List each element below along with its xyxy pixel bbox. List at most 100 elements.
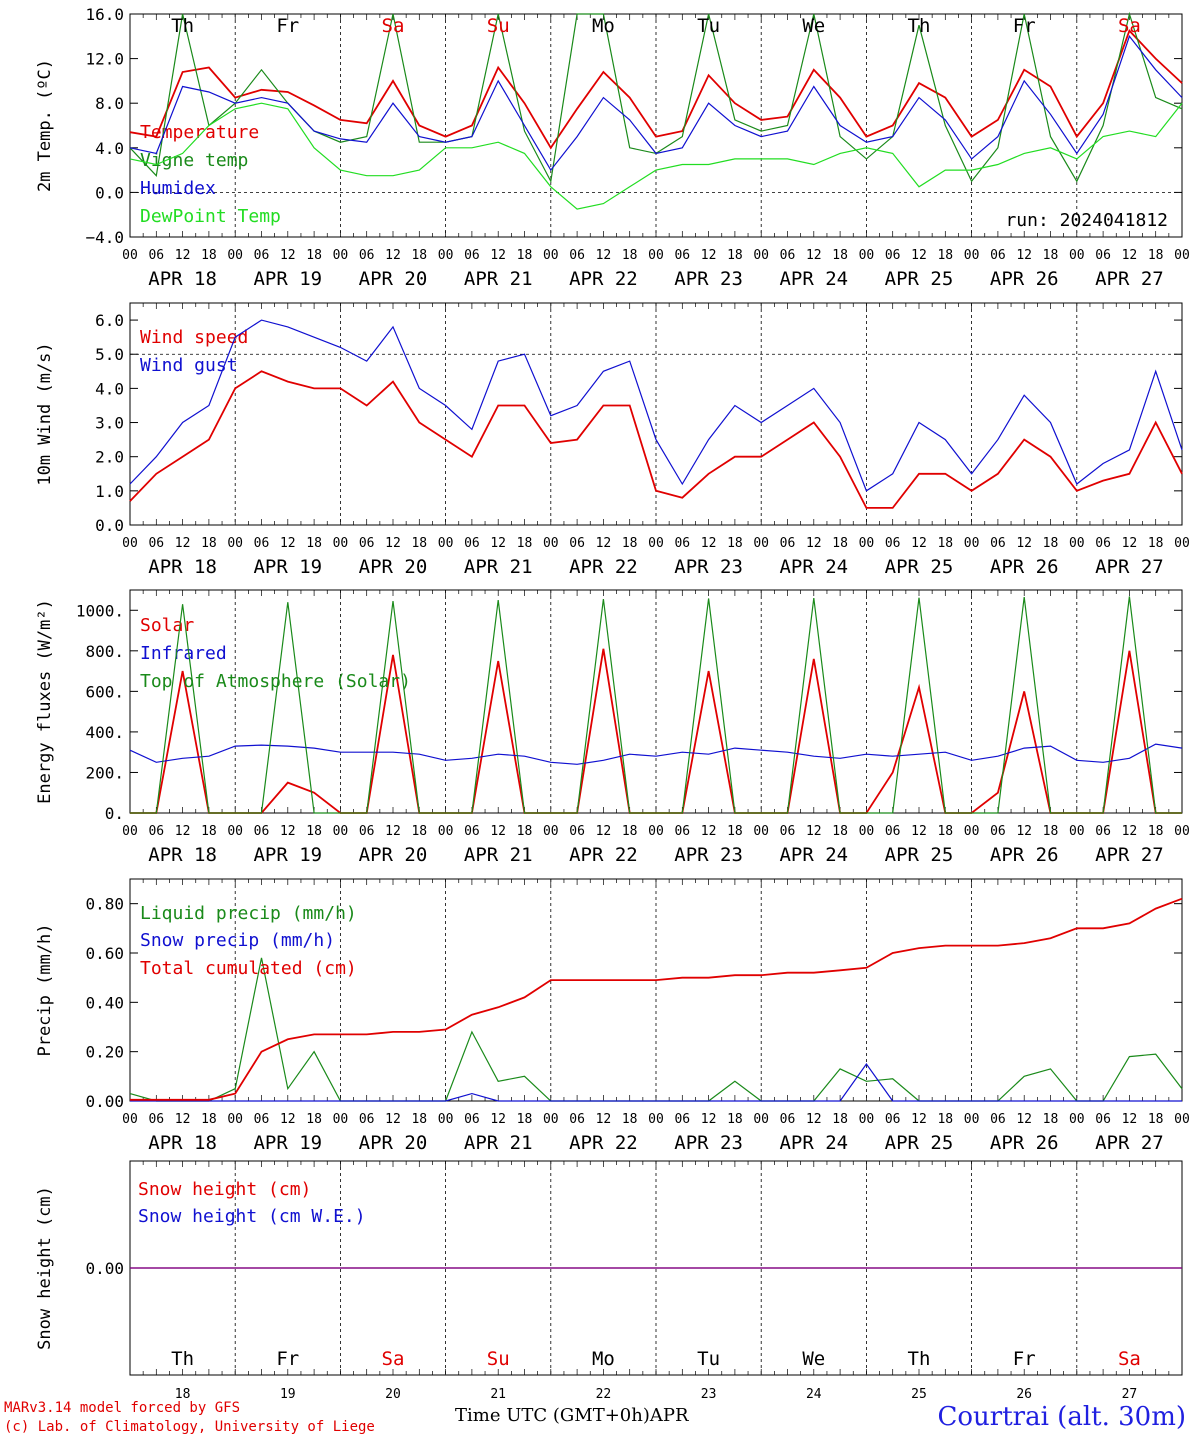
day-number-label: 24	[806, 1387, 822, 1402]
x-day-label: APR 22	[569, 1132, 638, 1154]
day-number-label: 18	[175, 1387, 191, 1402]
x-hour-tick-label: 00	[333, 824, 349, 839]
x-hour-tick-label: 00	[438, 1112, 454, 1127]
y-tick-label: 400.	[85, 723, 124, 742]
series-line	[129, 370, 1183, 509]
x-hour-tick-label: 06	[885, 248, 901, 263]
x-day-label: APR 24	[779, 1132, 848, 1154]
x-day-label: APR 20	[359, 844, 428, 866]
x-hour-tick-label: 18	[937, 248, 953, 263]
legend-entry: Humidex	[140, 178, 216, 199]
x-hour-tick-label: 12	[596, 536, 612, 551]
weekday-label-top: We	[802, 15, 825, 37]
x-hour-tick-label: 18	[832, 536, 848, 551]
weekday-label-bottom: Th	[908, 1348, 931, 1370]
y-axis-label: 10m Wind (m/s)	[35, 342, 55, 485]
x-hour-tick-label: 06	[1095, 248, 1111, 263]
y-tick-label: 16.0	[85, 5, 124, 24]
run-label: run: 2024041812	[1005, 210, 1168, 231]
x-hour-tick-label: 18	[201, 1112, 217, 1127]
x-hour-tick-label: 12	[175, 824, 191, 839]
x-axis-month: APR	[649, 1405, 689, 1426]
x-hour-tick-label: 00	[543, 824, 559, 839]
day-number-label: 22	[596, 1387, 612, 1402]
x-hour-tick-label: 06	[464, 248, 480, 263]
credit-line-2: (c) Lab. of Climatology, University of L…	[4, 1419, 375, 1435]
x-day-label: APR 19	[253, 268, 322, 290]
x-hour-tick-label: 00	[964, 1112, 980, 1127]
y-axis-label: 2m Temp. (ºC)	[35, 59, 55, 192]
x-hour-tick-label: 18	[306, 1112, 322, 1127]
x-hour-tick-label: 00	[122, 248, 138, 263]
x-hour-tick-label: 00	[964, 824, 980, 839]
x-hour-tick-label: 12	[385, 824, 401, 839]
x-hour-tick-label: 12	[806, 1112, 822, 1127]
weekday-label-top: Th	[171, 15, 194, 37]
x-hour-tick-label: 06	[674, 824, 690, 839]
x-hour-tick-label: 00	[859, 248, 875, 263]
x-hour-tick-label: 18	[1043, 248, 1059, 263]
x-day-label: APR 26	[990, 556, 1059, 578]
x-hour-tick-label: 12	[1122, 248, 1138, 263]
x-day-label: APR 22	[569, 844, 638, 866]
y-tick-label: 0.40	[85, 993, 124, 1012]
x-hour-tick-label: 12	[280, 248, 296, 263]
day-number-label: 23	[701, 1387, 717, 1402]
x-hour-tick-label: 06	[569, 536, 585, 551]
y-tick-label: 12.0	[85, 50, 124, 69]
x-day-label: APR 19	[253, 556, 322, 578]
weekday-label-bottom: Mo	[592, 1348, 615, 1370]
x-hour-tick-label: 18	[517, 824, 533, 839]
x-day-label: APR 21	[464, 268, 533, 290]
x-day-label: APR 18	[148, 556, 217, 578]
x-day-label: APR 20	[359, 1132, 428, 1154]
y-tick-label: 0.	[105, 804, 124, 823]
x-hour-tick-label: 06	[990, 248, 1006, 263]
x-hour-tick-label: 00	[753, 824, 769, 839]
x-hour-tick-label: 06	[674, 248, 690, 263]
x-hour-tick-label: 00	[753, 248, 769, 263]
y-tick-label: 800.	[85, 642, 124, 661]
x-day-label: APR 20	[359, 556, 428, 578]
x-hour-tick-label: 12	[1122, 536, 1138, 551]
x-day-label: APR 24	[779, 556, 848, 578]
x-hour-tick-label: 00	[333, 1112, 349, 1127]
x-hour-tick-label: 06	[780, 248, 796, 263]
x-hour-tick-label: 12	[701, 824, 717, 839]
x-hour-tick-label: 12	[911, 824, 927, 839]
x-hour-tick-label: 06	[254, 1112, 270, 1127]
x-hour-tick-label: 18	[622, 1112, 638, 1127]
x-hour-tick-label: 18	[1043, 536, 1059, 551]
x-hour-tick-label: 18	[622, 824, 638, 839]
day-number-label: 19	[280, 1387, 296, 1402]
x-hour-tick-label: 00	[543, 536, 559, 551]
x-hour-tick-label: 18	[622, 248, 638, 263]
x-hour-tick-label: 12	[1122, 1112, 1138, 1127]
x-day-label: APR 23	[674, 844, 743, 866]
legend-entry: Wind speed	[140, 327, 248, 348]
x-hour-tick-label: 12	[806, 824, 822, 839]
x-hour-tick-label: 00	[333, 536, 349, 551]
x-hour-tick-label: 12	[596, 248, 612, 263]
x-hour-tick-label: 00	[438, 536, 454, 551]
x-hour-tick-label: 12	[701, 1112, 717, 1127]
x-hour-tick-label: 00	[1069, 824, 1085, 839]
series-line	[129, 102, 1183, 210]
x-hour-tick-label: 12	[490, 248, 506, 263]
x-hour-tick-label: 06	[569, 1112, 585, 1127]
weekday-label-bottom: Th	[171, 1348, 194, 1370]
weekday-label-bottom: Sa	[382, 1348, 405, 1370]
x-hour-tick-label: 18	[517, 536, 533, 551]
legend-entry: DewPoint Temp	[140, 206, 281, 227]
x-hour-tick-label: 06	[569, 248, 585, 263]
weekday-label-bottom: Su	[487, 1348, 510, 1370]
x-hour-tick-label: 18	[306, 536, 322, 551]
x-hour-tick-label: 00	[1069, 248, 1085, 263]
x-hour-tick-label: 00	[648, 1112, 664, 1127]
x-hour-tick-label: 00	[227, 1112, 243, 1127]
x-hour-tick-label: 12	[806, 248, 822, 263]
x-hour-tick-label: 00	[1174, 248, 1190, 263]
x-hour-tick-label: 00	[122, 1112, 138, 1127]
weekday-label-top: Sa	[382, 15, 405, 37]
x-hour-tick-label: 12	[1016, 824, 1032, 839]
